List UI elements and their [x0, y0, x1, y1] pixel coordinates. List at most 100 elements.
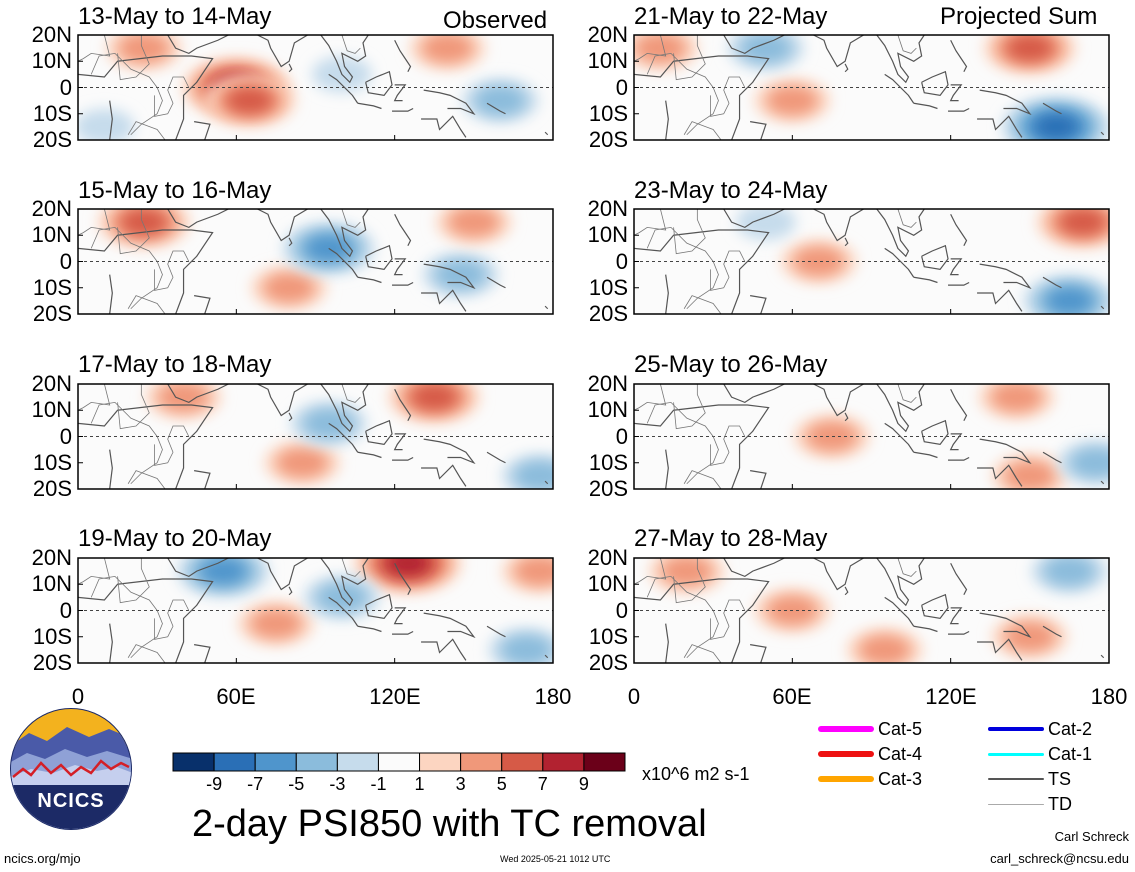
y-tick-label: 20S	[588, 476, 628, 501]
coastline	[328, 422, 359, 453]
y-tick-label: 10N	[587, 397, 628, 423]
coastline	[288, 412, 293, 422]
anomaly-field	[177, 558, 553, 663]
coastline	[194, 295, 211, 314]
x-tick-label: 60E	[772, 684, 812, 709]
y-tick-label: 20S	[32, 476, 72, 501]
coastline	[683, 295, 722, 314]
colorbar-label: 1	[414, 774, 425, 794]
legend-item: Cat-4	[818, 744, 958, 764]
coastline	[710, 599, 746, 640]
legend-label: Cat-3	[878, 769, 923, 789]
coastline	[646, 226, 719, 310]
x-tick-label: 120E	[925, 684, 977, 709]
coastline	[750, 121, 767, 140]
anomaly-contour	[991, 384, 1042, 412]
coastline	[486, 276, 506, 289]
anomaly-contour	[1034, 114, 1078, 139]
coastline	[884, 73, 915, 104]
anomaly-contour	[740, 35, 792, 63]
coastline	[876, 209, 925, 258]
coastline	[394, 39, 412, 73]
coastline	[673, 558, 706, 604]
coastline	[884, 247, 915, 278]
coastline	[544, 131, 549, 136]
panel-title: 17-May to 18-May	[78, 351, 272, 378]
coastline	[393, 433, 407, 451]
coastline	[154, 250, 190, 291]
coastline	[194, 470, 211, 489]
map-panel	[77, 383, 554, 490]
coastlines	[634, 384, 1105, 489]
coastline	[1042, 451, 1062, 464]
y-tick-label: 20S	[588, 650, 628, 675]
legend-label: Cat-1	[1048, 744, 1093, 764]
anomaly-field	[735, 209, 1109, 314]
coastline	[634, 578, 770, 663]
coastline	[634, 404, 770, 489]
logo-text: NCICS	[37, 790, 105, 812]
coastline	[194, 644, 211, 663]
legend-label: Cat-5	[878, 719, 923, 739]
coastline	[665, 100, 669, 140]
coastline	[710, 76, 746, 117]
coastline	[913, 276, 938, 284]
coastline	[341, 384, 361, 403]
anomaly-contour	[448, 209, 500, 237]
coastline	[544, 654, 549, 659]
anomaly-contour	[1004, 461, 1056, 489]
coastline	[78, 55, 214, 140]
colorbar-bin	[542, 752, 585, 772]
y-tick-label: 10S	[588, 449, 628, 475]
coastline	[813, 558, 864, 591]
coastline	[979, 612, 1032, 639]
coastline	[673, 209, 706, 255]
coastline	[167, 35, 229, 55]
coastline	[78, 384, 111, 411]
projected-header: Projected Sum	[940, 3, 1098, 30]
coastline	[341, 558, 361, 577]
y-tick-label: 20N	[587, 545, 628, 570]
coastlines	[634, 209, 1105, 314]
coastline	[394, 562, 412, 596]
map-panel	[633, 557, 1110, 664]
panel-title: 25-May to 26-May	[634, 351, 828, 378]
legend-item: TD	[988, 794, 1128, 814]
panel-title: 15-May to 16-May	[78, 177, 272, 204]
y-tick-label: 20S	[588, 127, 628, 152]
coastline	[421, 638, 467, 661]
y-tick-label: 10S	[32, 449, 72, 475]
panel-title: 13-May to 14-May	[78, 3, 272, 30]
coastline	[950, 388, 968, 422]
coastline	[90, 575, 163, 659]
anomaly-contour	[276, 448, 328, 478]
coastline	[117, 35, 150, 81]
coastline	[884, 422, 915, 453]
coastline	[393, 84, 407, 102]
y-tick-label: 10S	[588, 623, 628, 649]
map-panels	[77, 34, 1110, 664]
observed-header: Observed	[443, 7, 548, 34]
coastline	[921, 70, 949, 97]
y-tick-label: 0	[615, 597, 628, 623]
legend-swatch	[988, 752, 1044, 756]
coastline	[423, 89, 476, 116]
anomaly-contour	[1070, 448, 1109, 478]
y-tick-label: 0	[59, 248, 72, 274]
legend-swatch	[988, 803, 1044, 805]
anomaly-contour	[1006, 35, 1053, 62]
anomaly-contour	[422, 35, 473, 63]
coastline	[167, 209, 229, 229]
coastline	[109, 274, 113, 314]
x-tick-label: 60E	[216, 684, 256, 709]
anomaly-contour	[263, 273, 315, 303]
coastline	[357, 625, 382, 633]
colorbar-label: 7	[537, 774, 548, 794]
anomaly-contour	[514, 461, 553, 489]
coastline	[897, 384, 917, 403]
anomaly-contour	[501, 635, 552, 663]
coastline	[948, 107, 970, 112]
map-panel	[77, 208, 554, 315]
coastline	[365, 70, 393, 97]
coastline	[884, 596, 915, 627]
